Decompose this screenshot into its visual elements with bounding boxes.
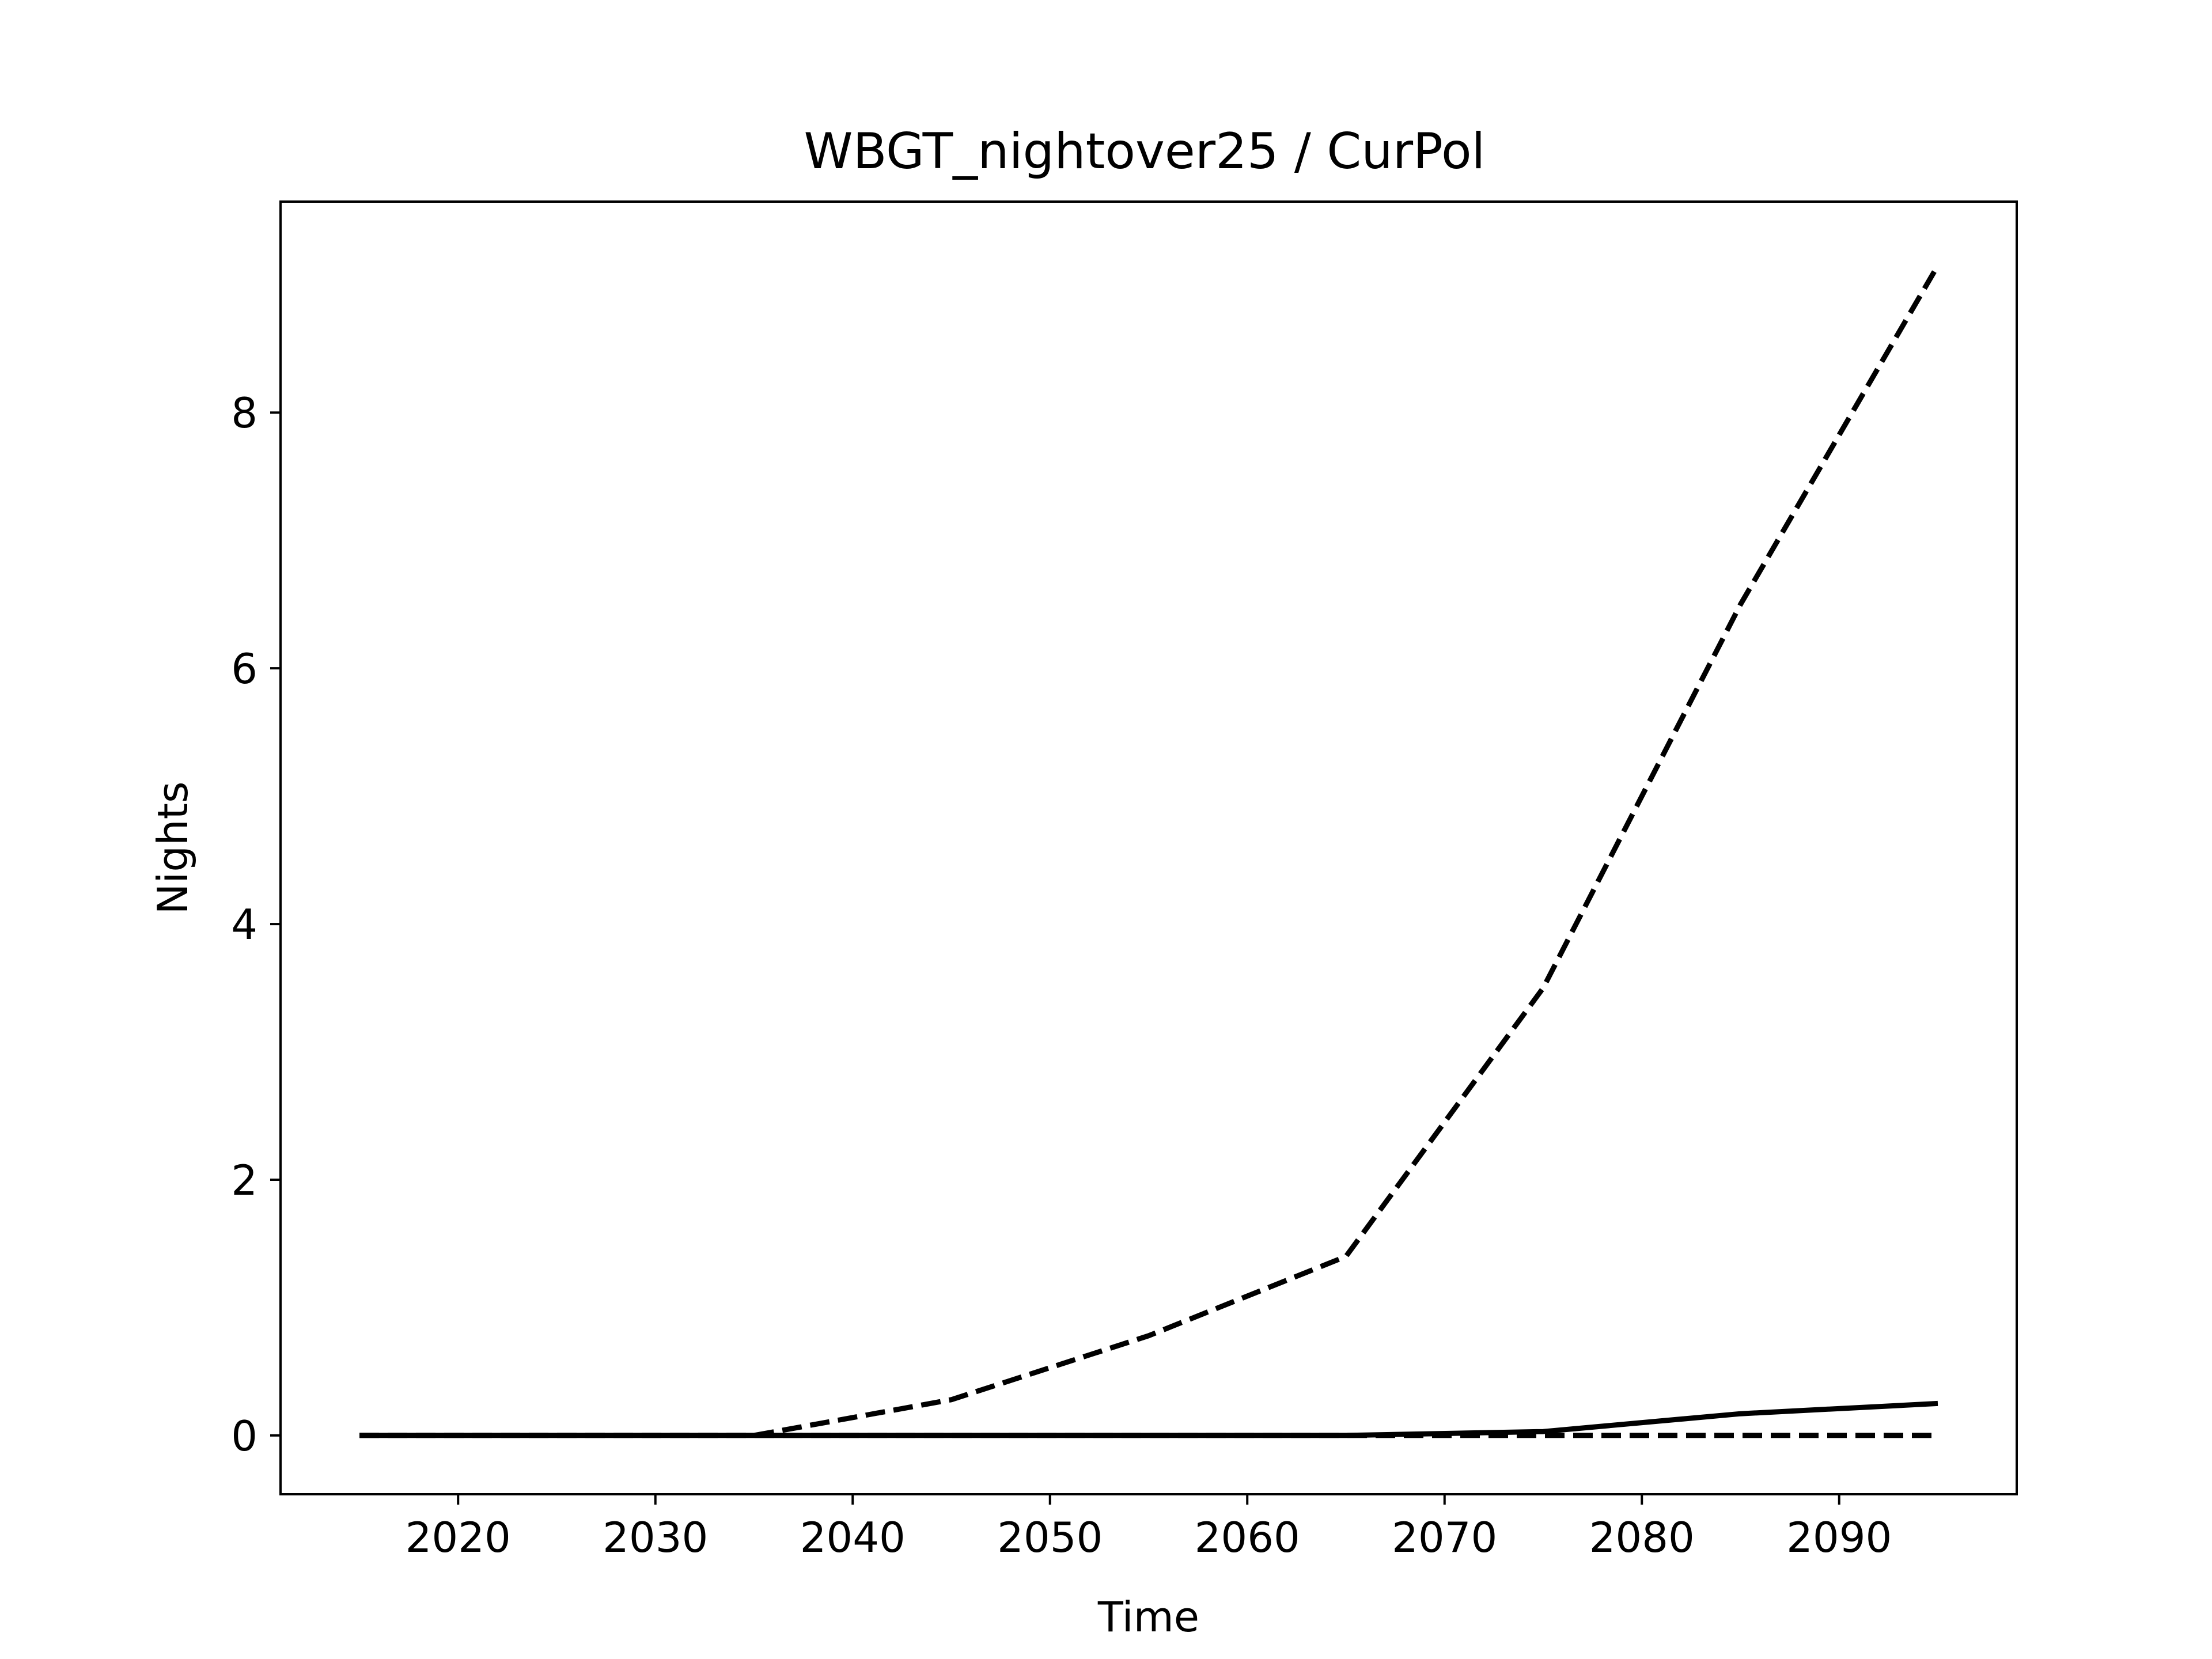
series-line-1 [359, 264, 1940, 1438]
x-tick-label: 2020 [406, 1513, 511, 1562]
x-tick-label: 2050 [997, 1513, 1103, 1562]
plot-frame [279, 200, 2018, 1495]
x-axis-ticks: 2020 2030 2040 2050 2060 2070 2080 2090 [406, 1494, 1892, 1562]
x-tick-label: 2070 [1392, 1513, 1497, 1562]
x-axis-label: Time [1097, 1593, 1199, 1641]
y-tick-label: 8 [231, 389, 257, 437]
y-tick-label: 2 [231, 1156, 257, 1205]
y-axis-ticks: 0 2 4 6 8 [231, 389, 281, 1460]
y-tick-label: 0 [231, 1412, 257, 1460]
series-line-2 [359, 1400, 1938, 1438]
y-axis-label: Nights [149, 782, 197, 915]
x-tick-label: 2090 [1786, 1513, 1892, 1562]
chart-title: WBGT_nightover25 / CurPol [804, 123, 1486, 180]
y-tick-label: 6 [231, 645, 257, 693]
y-tick-label: 4 [231, 900, 257, 949]
x-tick-label: 2060 [1195, 1513, 1300, 1562]
x-tick-label: 2080 [1589, 1513, 1695, 1562]
series-layer [359, 264, 1940, 1438]
x-tick-label: 2030 [603, 1513, 708, 1562]
x-tick-label: 2040 [800, 1513, 906, 1562]
